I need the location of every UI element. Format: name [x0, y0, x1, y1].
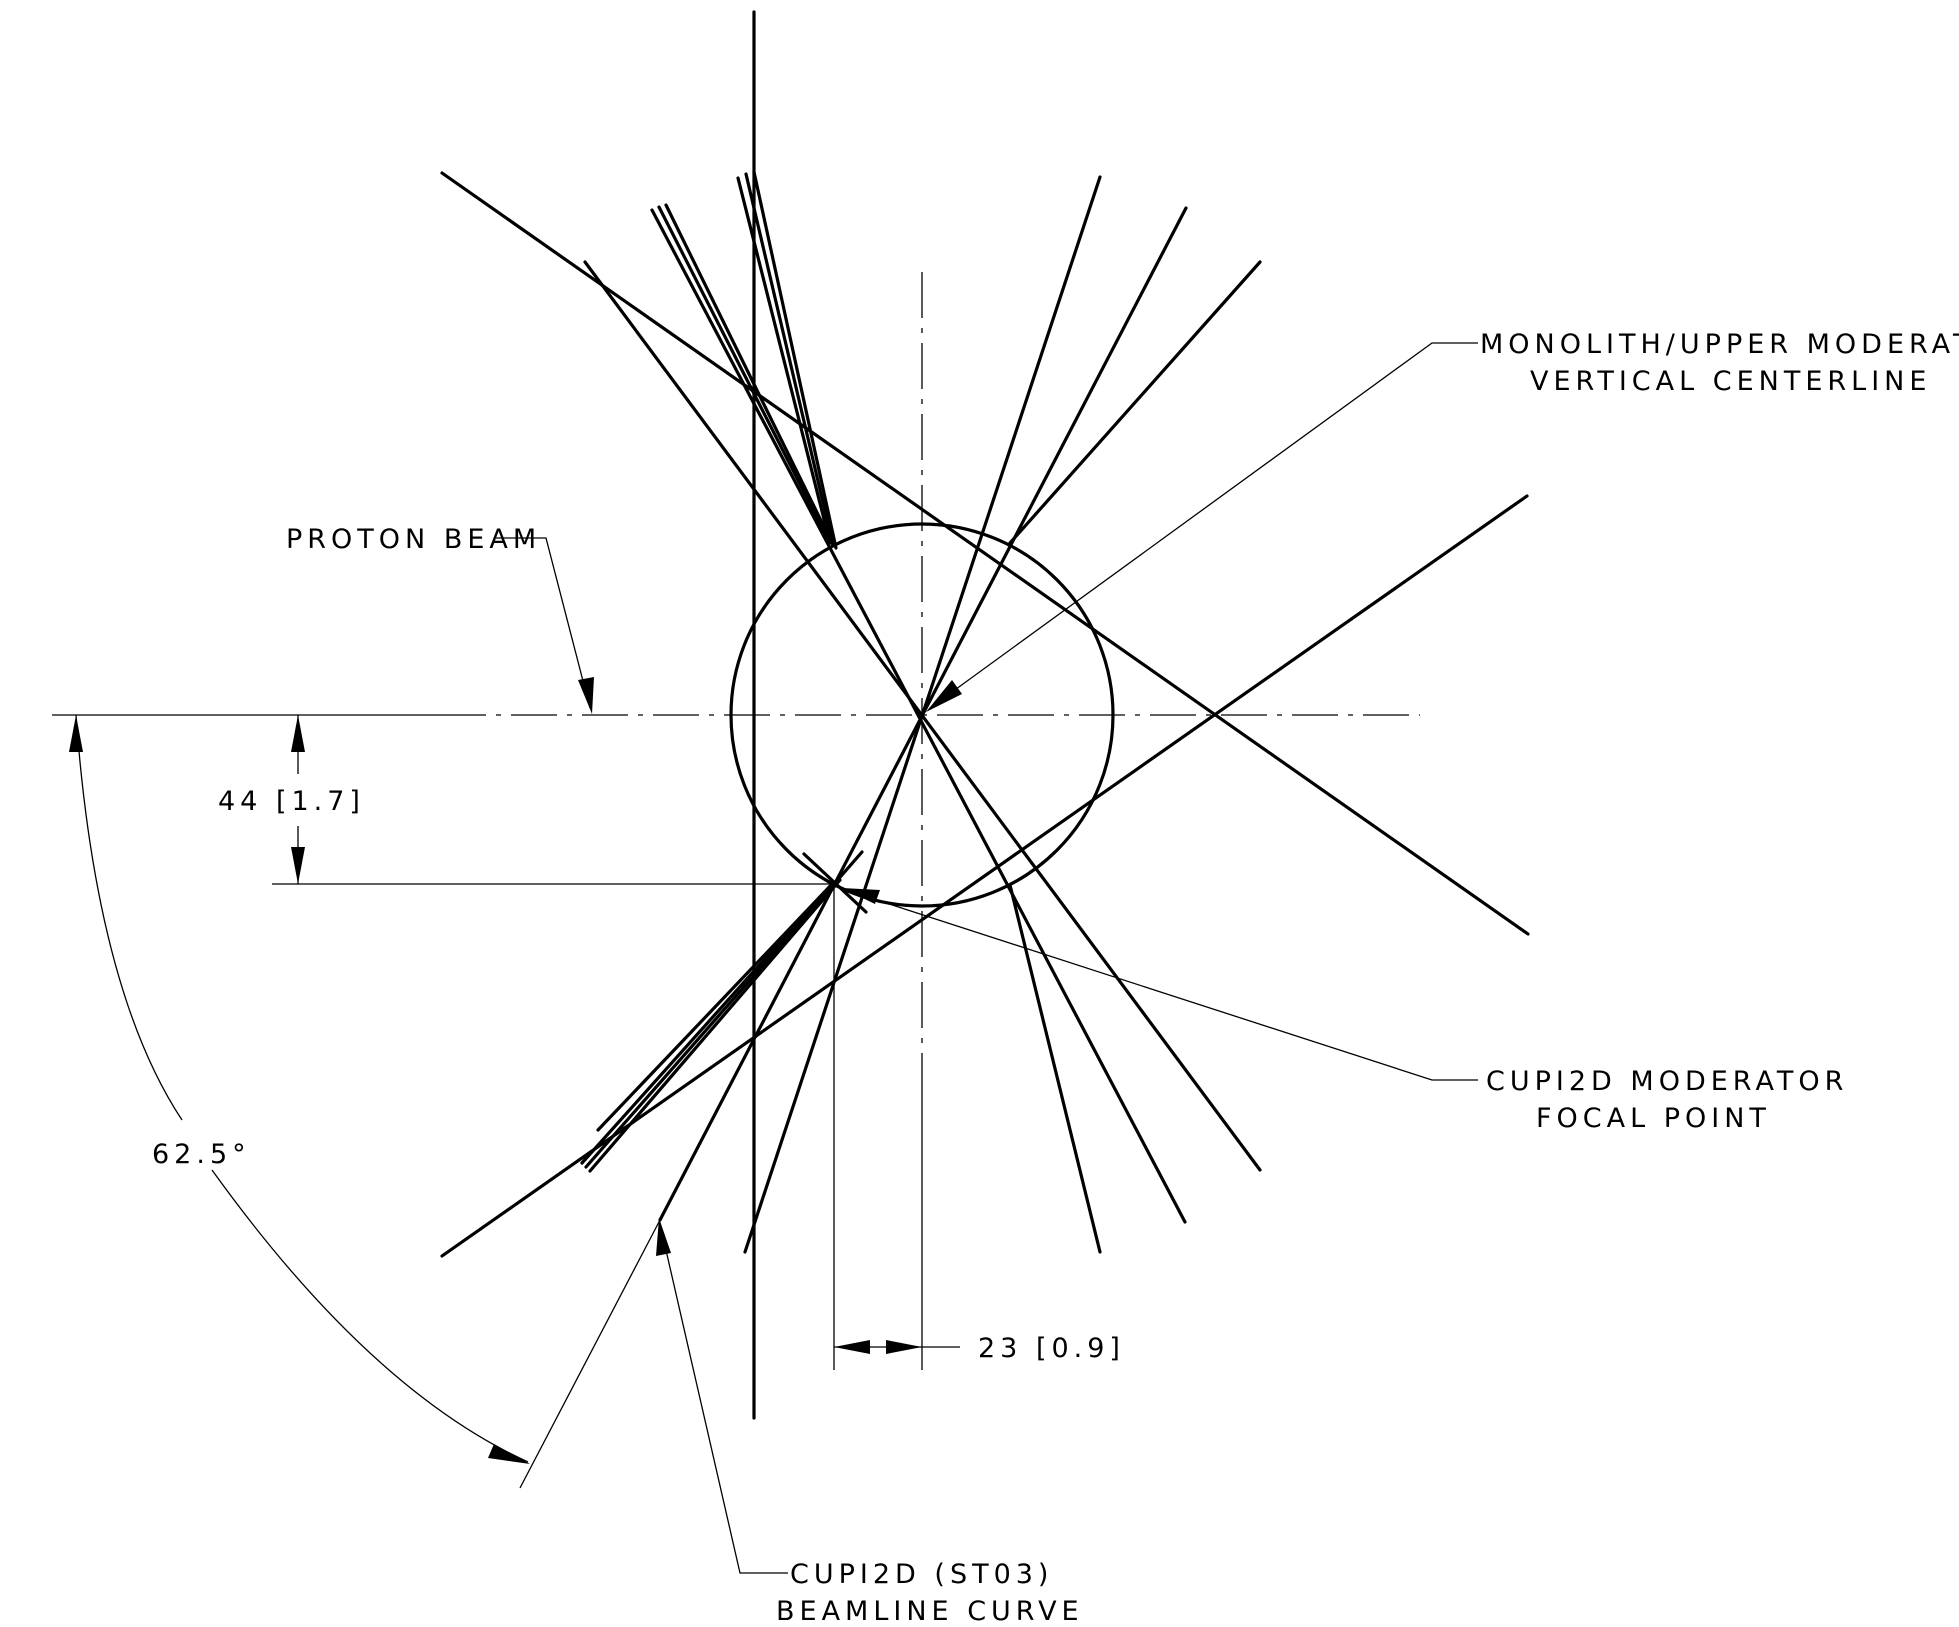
beamline-curve-leader-arrow	[656, 1218, 671, 1256]
angle-arc-lower	[211, 1169, 529, 1463]
beamline-ul-3	[657, 205, 832, 545]
beamline-ul-7	[752, 170, 838, 550]
dim-44-label: 44 [1.7]	[218, 786, 365, 817]
beamline-ll-4	[596, 880, 836, 1132]
focal-point-leader	[845, 889, 1478, 1081]
dim-23-arrow-right	[886, 1340, 922, 1354]
beamline-ul-5	[736, 176, 832, 545]
beamline-lr-1	[1008, 883, 1102, 1254]
beamline-curve-leader	[659, 1223, 788, 1574]
beamline-curve-label-line1: CUPI2D (ST03)	[790, 1559, 1053, 1590]
beamline-diagonal-2	[440, 494, 1529, 1258]
monolith-label-line1: MONOLITH/UPPER MODERATOR	[1480, 329, 1959, 360]
beamline-ll-2	[584, 880, 838, 1169]
angle-arrow-bottom	[488, 1444, 530, 1464]
beamline-ul-2	[650, 208, 1187, 1224]
angle-extension	[519, 1219, 661, 1489]
proton-beam-leader	[496, 537, 591, 709]
focal-point-leader-arrow	[842, 888, 880, 904]
dim-23-label: 23 [0.9]	[978, 1333, 1125, 1364]
dim-44-arrow-down	[291, 847, 305, 884]
monolith-leader	[929, 342, 1478, 709]
proton-beam-label: PROTON BEAM	[286, 524, 541, 555]
focal-point-label-line2: FOCAL POINT	[1536, 1103, 1771, 1134]
dim-23-arrow-left	[834, 1340, 870, 1354]
beamline-ul-4	[664, 203, 835, 547]
proton-beam-leader-arrow	[578, 677, 594, 714]
beamline-curve-label-line2: BEAMLINE CURVE	[776, 1596, 1084, 1627]
beamline-ul-6	[744, 172, 835, 547]
beamline-ur-3	[1008, 260, 1262, 545]
angle-label: 62.5°	[152, 1139, 251, 1170]
monolith-leader-arrow	[926, 680, 962, 712]
beamline-diagonal-1	[440, 171, 1530, 936]
beamline-ur-2	[658, 206, 1188, 1222]
focal-cross-2	[806, 850, 864, 916]
dim-44-arrow-up	[291, 715, 305, 752]
angle-arc-upper	[75, 714, 183, 1121]
monolith-label-line2: VERTICAL CENTERLINE	[1530, 366, 1931, 397]
angle-arrow-top	[69, 715, 83, 752]
focal-point-label-line1: CUPI2D MODERATOR	[1486, 1066, 1848, 1097]
beamline-ll-3	[588, 878, 842, 1173]
beamline-ll-1	[580, 882, 834, 1165]
